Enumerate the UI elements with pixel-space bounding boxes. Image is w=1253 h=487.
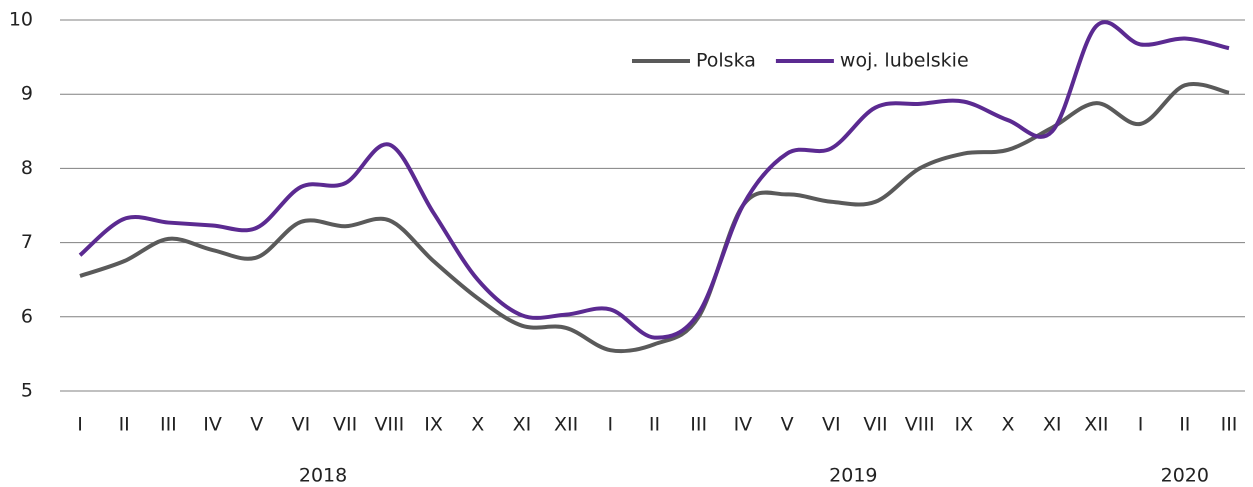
series-line xyxy=(78,20,1230,340)
x-group-label: 2018 xyxy=(299,465,347,487)
x-tick-label: VII xyxy=(333,414,357,436)
x-tick-label: II xyxy=(649,414,660,436)
series-line xyxy=(79,82,1230,354)
y-tick-label: 7 xyxy=(21,231,33,253)
x-tick-label: IV xyxy=(203,414,222,436)
x-tick-label: VI xyxy=(292,414,311,436)
y-tick-label: 9 xyxy=(21,83,33,105)
x-tick-label: IX xyxy=(424,414,443,436)
legend-label: Polska xyxy=(696,50,756,72)
x-tick-label: XII xyxy=(554,414,578,436)
x-tick-label: X xyxy=(471,414,484,436)
x-tick-label: VIII xyxy=(905,414,935,436)
x-tick-label: I xyxy=(608,414,614,436)
x-group-label: 2020 xyxy=(1161,465,1209,487)
y-tick-label: 6 xyxy=(21,305,33,327)
x-tick-label: III xyxy=(690,414,707,436)
x-group-label: 2019 xyxy=(829,465,877,487)
legend-label: woj. lubelskie xyxy=(840,50,969,72)
x-tick-label: III xyxy=(1221,414,1238,436)
x-tick-label: XI xyxy=(513,414,532,436)
x-tick-label: II xyxy=(119,414,130,436)
x-tick-label: V xyxy=(250,414,263,436)
x-tick-label: XII xyxy=(1084,414,1108,436)
x-tick-label: VI xyxy=(822,414,841,436)
x-tick-label: V xyxy=(781,414,794,436)
x-tick-label: VII xyxy=(863,414,887,436)
x-tick-label: VIII xyxy=(374,414,404,436)
x-tick-label: I xyxy=(77,414,83,436)
x-tick-label: IV xyxy=(734,414,753,436)
x-tick-label: X xyxy=(1002,414,1015,436)
x-tick-label: II xyxy=(1179,414,1190,436)
x-tick-label: I xyxy=(1138,414,1144,436)
x-tick-label: IX xyxy=(955,414,974,436)
y-tick-label: 10 xyxy=(9,9,33,31)
y-tick-label: 5 xyxy=(21,380,33,402)
x-tick-label: XI xyxy=(1043,414,1062,436)
y-tick-label: 8 xyxy=(21,157,33,179)
x-tick-label: III xyxy=(160,414,177,436)
